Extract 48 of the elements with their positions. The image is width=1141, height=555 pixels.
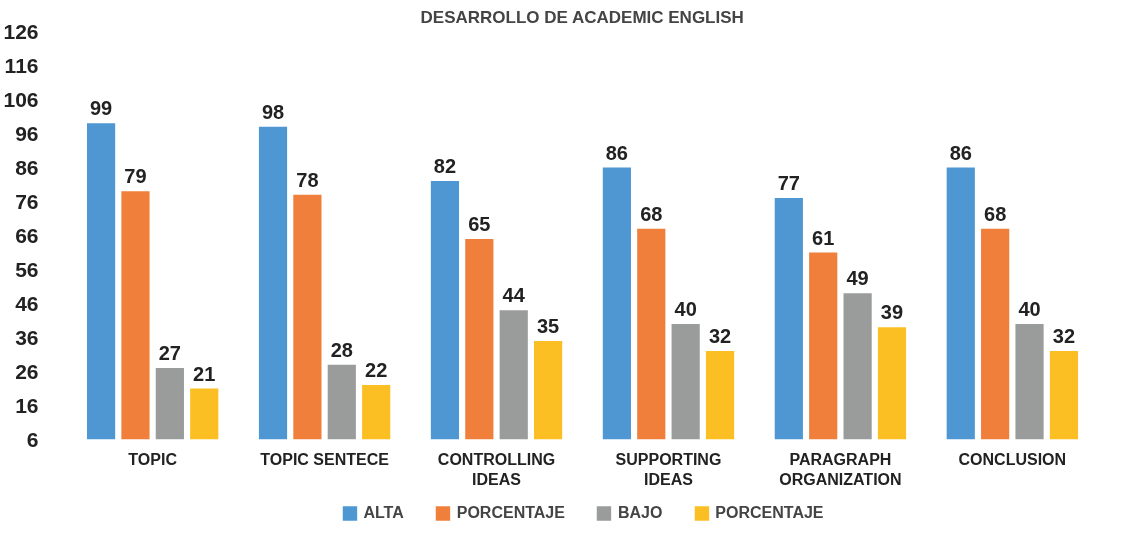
data-label: 61 xyxy=(812,226,835,249)
y-tick-label: 26 xyxy=(15,359,39,383)
data-label: 68 xyxy=(640,202,663,225)
y-tick-label: 56 xyxy=(15,257,39,281)
data-label: 21 xyxy=(193,362,216,385)
y-tick-label: 86 xyxy=(15,155,39,179)
data-label: 40 xyxy=(1018,297,1041,320)
legend-label: ALTA xyxy=(363,503,404,522)
x-tick-label: SUPPORTING IDEAS xyxy=(615,450,722,488)
data-label: 86 xyxy=(605,141,629,164)
data-label: 39 xyxy=(880,301,904,324)
data-label: 40 xyxy=(674,297,697,320)
legend-label: BAJO xyxy=(617,503,663,522)
data-label: 22 xyxy=(365,359,388,382)
chart-title: DESARROLLO DE ACADEMIC ENGLISH xyxy=(420,7,744,27)
data-label: 32 xyxy=(1052,325,1076,348)
data-label: 27 xyxy=(158,342,181,365)
data-label: 79 xyxy=(124,165,147,188)
y-tick-label: 126 xyxy=(3,19,39,43)
y-tick-label: 106 xyxy=(3,87,39,111)
data-label: 35 xyxy=(536,314,560,337)
x-tick-label: CONTROLLING IDEAS xyxy=(437,450,556,488)
data-label: 68 xyxy=(984,202,1007,225)
data-label: 44 xyxy=(502,284,526,307)
x-tick-label: TOPIC xyxy=(128,450,178,468)
data-label: 99 xyxy=(89,97,113,120)
data-label: 78 xyxy=(296,168,319,191)
y-tick-label: 36 xyxy=(15,325,39,349)
y-tick-label: 16 xyxy=(15,393,39,417)
data-label: 77 xyxy=(777,172,800,195)
data-label: 65 xyxy=(468,212,491,235)
data-label: 32 xyxy=(708,325,732,348)
legend-label: PORCENTAJE xyxy=(715,503,824,522)
data-label: 82 xyxy=(433,155,457,178)
y-tick-label: 46 xyxy=(15,291,39,315)
y-tick-label: 76 xyxy=(15,189,39,213)
data-label: 49 xyxy=(846,267,869,290)
legend-label: PORCENTAJE xyxy=(456,503,565,522)
x-tick-label: CONCLUSION xyxy=(958,450,1067,468)
x-tick-label: TOPIC SENTECE xyxy=(260,450,390,468)
y-tick-label: 6 xyxy=(26,427,39,451)
x-tick-label: PARAGRAPH ORGANIZATION xyxy=(779,450,902,488)
y-tick-label: 96 xyxy=(15,121,39,145)
y-tick-label: 116 xyxy=(4,53,39,77)
y-tick-label: 66 xyxy=(15,223,39,247)
data-label: 28 xyxy=(330,338,353,361)
data-label: 98 xyxy=(261,100,285,123)
data-label: 86 xyxy=(949,141,972,164)
